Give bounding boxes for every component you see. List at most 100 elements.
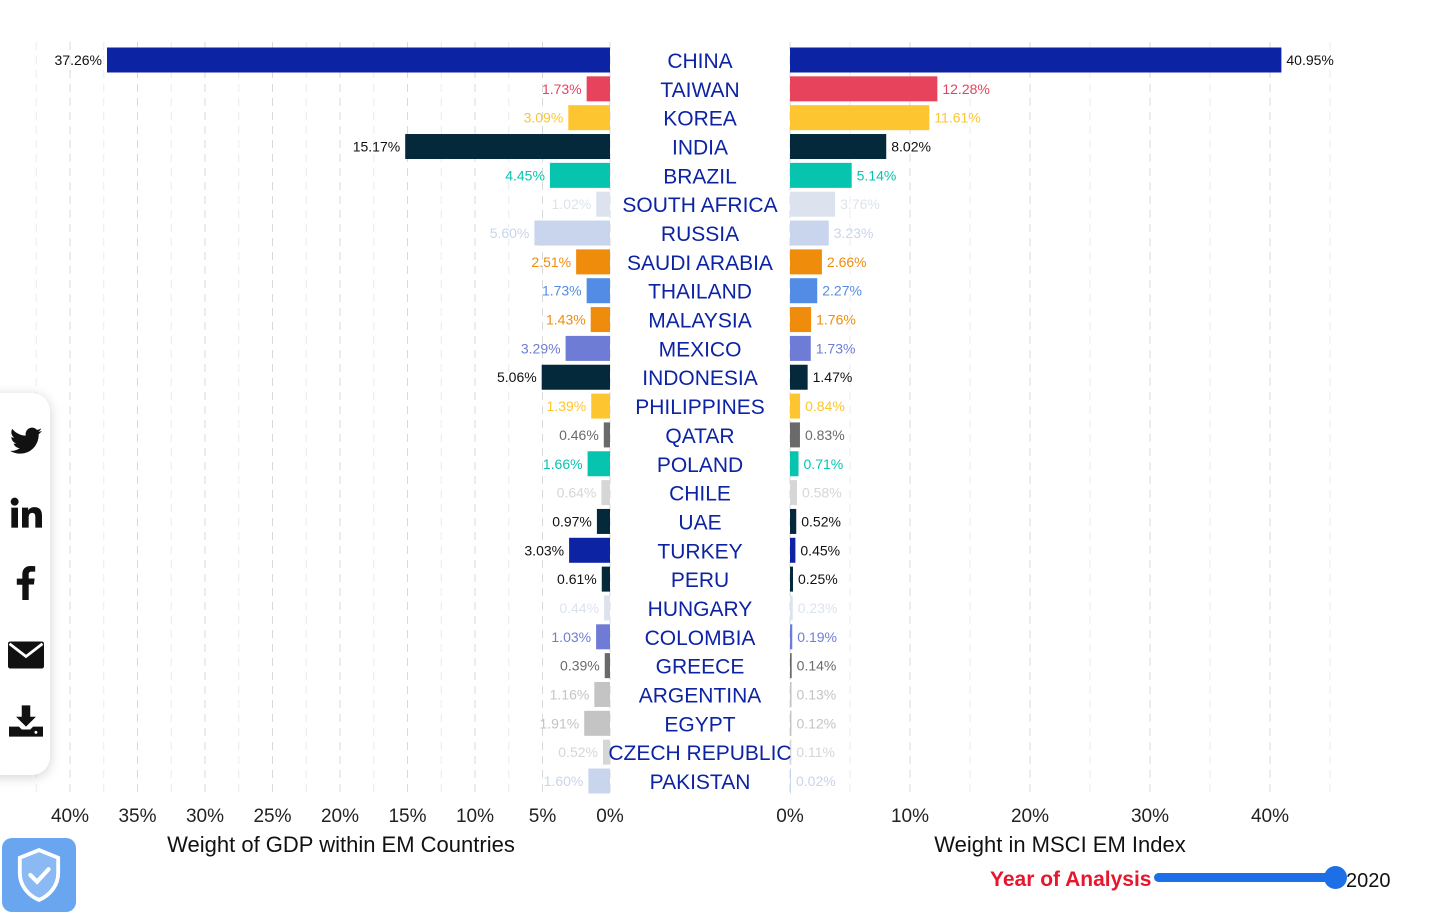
category-label: TAIWAN <box>660 79 739 102</box>
data-label-right: 1.73% <box>816 340 856 356</box>
bar-right <box>790 278 818 304</box>
bar-left <box>541 364 610 390</box>
right-x-axis-label: Weight in MSCI EM Index <box>934 832 1185 857</box>
category-label: BRAZIL <box>663 165 737 188</box>
year-slider-track[interactable] <box>1154 873 1332 882</box>
bar-left <box>603 422 610 448</box>
tick-label-right: 0% <box>776 806 804 827</box>
data-label-left: 1.02% <box>552 196 592 212</box>
linkedin-share-button[interactable] <box>8 493 44 533</box>
data-label-right: 0.52% <box>801 513 841 529</box>
bar-right <box>790 566 793 592</box>
category-label: CHILE <box>669 483 731 506</box>
bar-right <box>790 335 811 361</box>
category-label: COLOMBIA <box>645 627 756 650</box>
bar-right <box>790 595 793 621</box>
bar-right <box>790 105 930 131</box>
bar-right <box>790 422 800 448</box>
bar-right <box>790 451 799 477</box>
category-label: EGYPT <box>664 713 735 736</box>
bar-left <box>586 278 610 304</box>
category-label: UAE <box>678 511 721 534</box>
bar-right <box>790 307 812 333</box>
category-label: INDONESIA <box>642 367 758 390</box>
linkedin-icon <box>10 497 42 528</box>
data-label-left: 1.03% <box>551 629 591 645</box>
category-label: PAKISTAN <box>650 771 751 794</box>
bar-right <box>790 508 797 534</box>
data-label-left: 37.26% <box>55 52 102 68</box>
tick-label-left: 5% <box>529 806 557 827</box>
data-label-right: 1.76% <box>816 312 856 328</box>
facebook-share-button[interactable] <box>8 563 44 603</box>
data-label-right: 0.19% <box>797 629 837 645</box>
tick-label-right: 10% <box>891 806 929 827</box>
category-label: GREECE <box>656 656 745 679</box>
data-label-left: 1.73% <box>542 283 582 299</box>
bar-left <box>106 47 611 73</box>
data-label-right: 11.61% <box>934 110 980 126</box>
data-label-right: 0.71% <box>804 456 844 472</box>
data-label-left: 0.97% <box>552 513 592 529</box>
bar-left <box>568 105 610 131</box>
bar-left <box>596 191 610 217</box>
tick-label-left: 25% <box>253 806 291 827</box>
bars <box>106 47 1282 794</box>
download-button[interactable] <box>8 701 44 741</box>
bar-right <box>790 134 887 160</box>
twitter-share-button[interactable] <box>8 421 44 461</box>
gridlines <box>35 42 1331 798</box>
email-icon <box>8 641 44 669</box>
category-label: SAUDI ARABIA <box>627 252 773 275</box>
category-label: CHINA <box>667 50 732 73</box>
data-label-left: 3.03% <box>524 542 564 558</box>
twitter-icon <box>10 427 42 454</box>
data-label-right: 0.45% <box>800 542 840 558</box>
data-label-right: 3.23% <box>834 225 874 241</box>
bar-left <box>601 566 610 592</box>
category-label: PERU <box>671 569 729 592</box>
category-label: HUNGARY <box>648 598 753 621</box>
data-label-right: 0.25% <box>798 571 838 587</box>
data-label-left: 1.91% <box>540 715 580 731</box>
data-label-left: 0.46% <box>559 427 599 443</box>
data-label-right: 3.76% <box>840 196 880 212</box>
download-icon <box>9 705 43 737</box>
category-label: POLAND <box>657 454 743 477</box>
data-label-left: 1.39% <box>547 398 587 414</box>
bar-left <box>591 393 610 419</box>
tick-label-right: 40% <box>1251 806 1289 827</box>
data-label-right: 0.11% <box>796 744 835 760</box>
category-label: THAILAND <box>648 281 752 304</box>
data-label-left: 1.16% <box>550 686 590 702</box>
data-label-right: 5.14% <box>857 167 897 183</box>
data-label-left: 5.60% <box>490 225 530 241</box>
email-share-button[interactable] <box>8 635 44 675</box>
bar-right <box>790 162 852 188</box>
data-label-left: 0.61% <box>557 571 597 587</box>
category-label: ARGENTINA <box>639 684 762 707</box>
category-label: CZECH REPUBLIC <box>608 742 791 765</box>
tick-label-left: 0% <box>596 806 624 827</box>
year-value: 2020 <box>1346 870 1391 892</box>
axis-ticks: 40% 35% 30% 25% 20% 15% 10% 5% 0% 0% 10% 20% 30% 40% <box>51 806 1289 827</box>
bar-right <box>790 249 822 275</box>
data-label-right: 2.27% <box>822 283 862 299</box>
bar-left <box>601 480 610 506</box>
bar-left <box>586 76 610 102</box>
data-label-right: 2.66% <box>827 254 867 270</box>
data-label-right: 0.58% <box>802 485 842 501</box>
bar-right <box>790 768 791 794</box>
privacy-shield-button[interactable] <box>2 838 76 912</box>
year-slider-thumb[interactable] <box>1324 866 1347 889</box>
data-label-left: 0.64% <box>557 485 597 501</box>
data-label-left: 3.29% <box>521 340 561 356</box>
data-label-left: 0.39% <box>560 658 600 674</box>
data-label-left: 2.51% <box>531 254 571 270</box>
data-label-left: 5.06% <box>497 369 537 385</box>
facebook-icon <box>16 566 36 600</box>
left-x-axis-label: Weight of GDP within EM Countries <box>167 832 515 857</box>
tick-label-left: 10% <box>456 806 494 827</box>
category-label: SOUTH AFRICA <box>622 194 777 217</box>
